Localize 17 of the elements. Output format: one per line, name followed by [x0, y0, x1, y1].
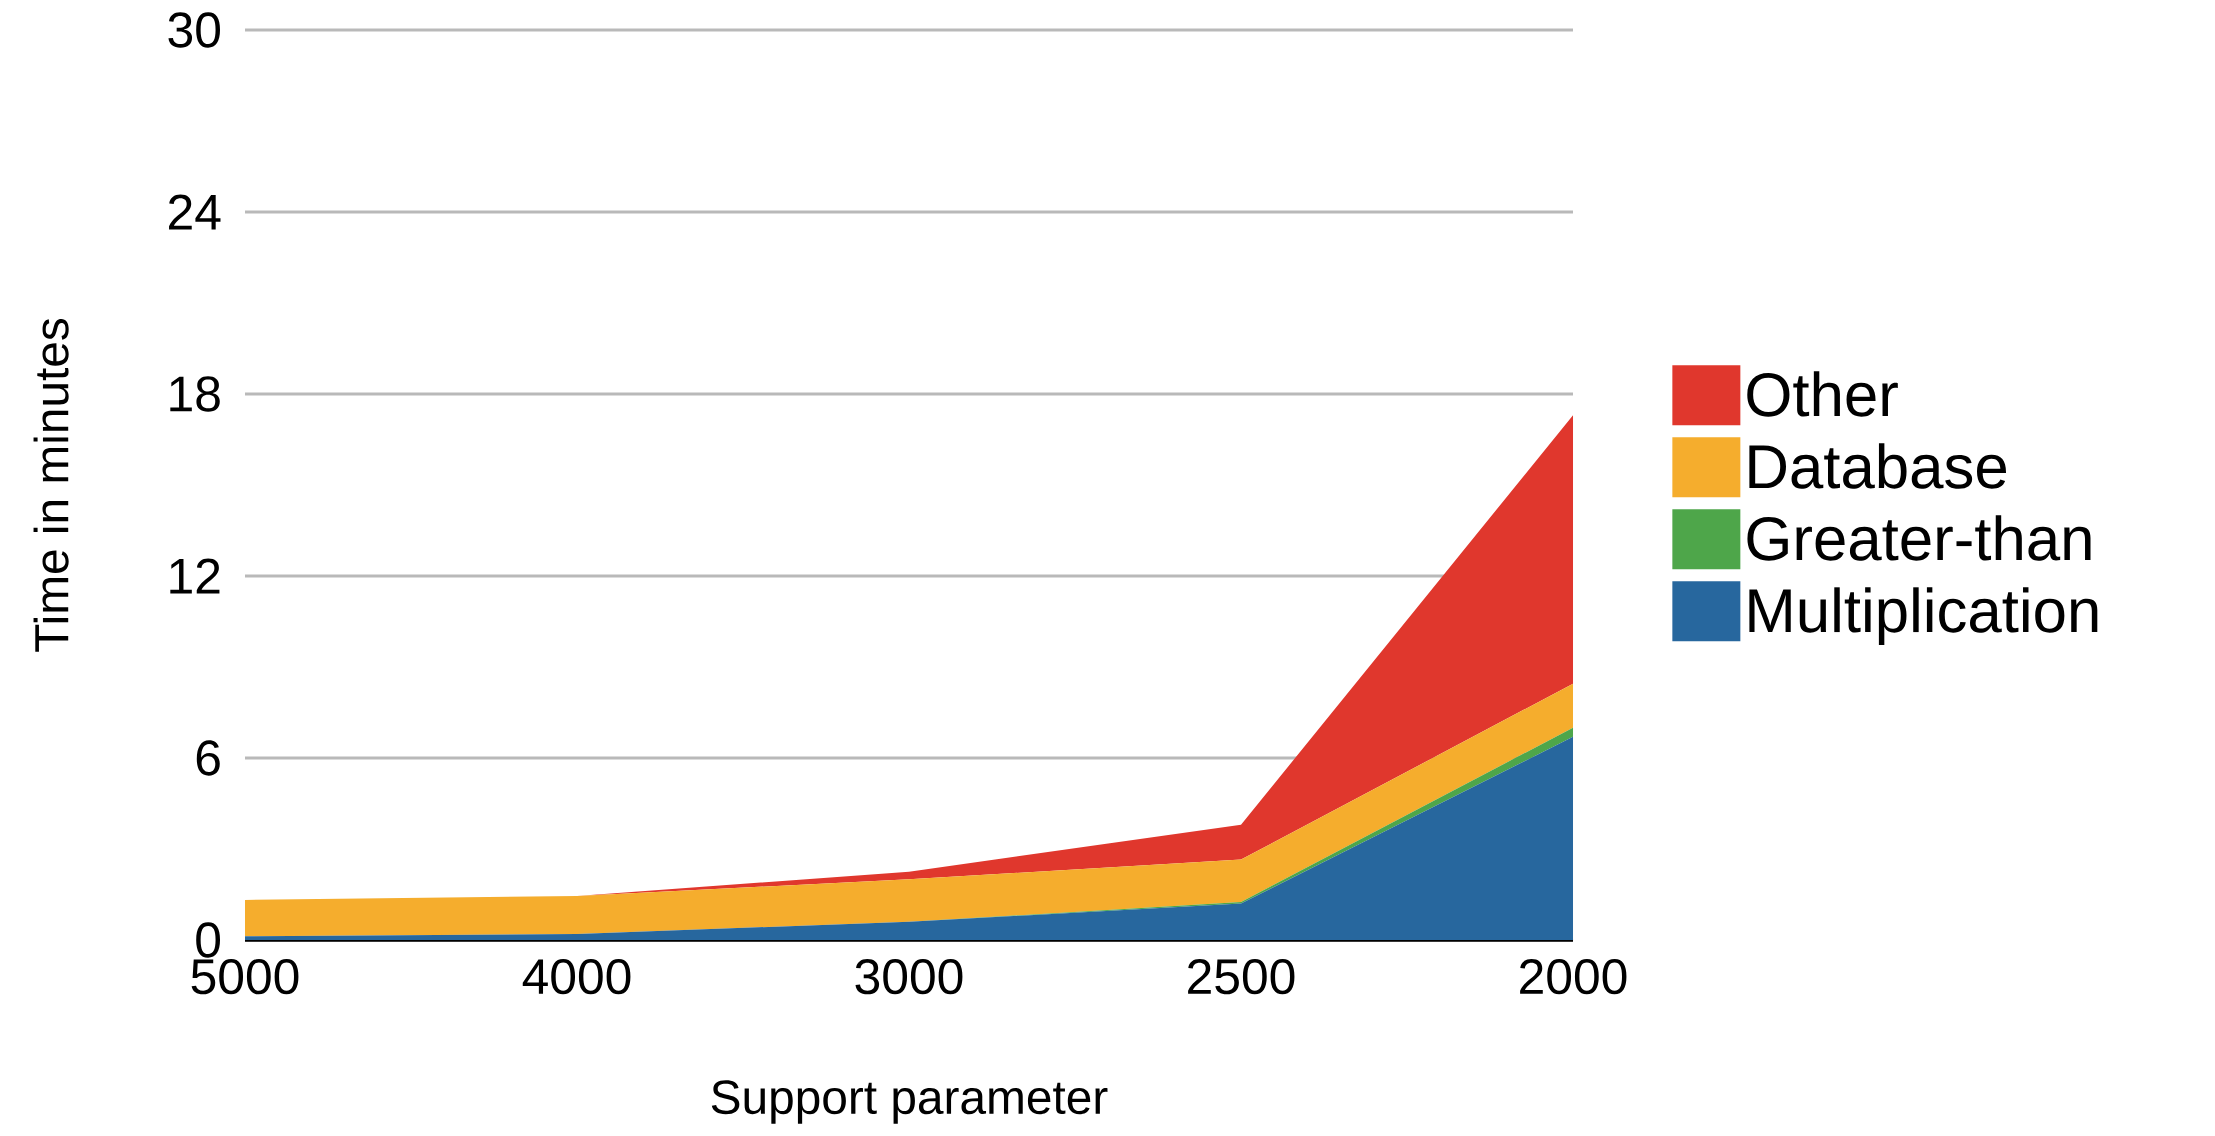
y-tick-label: 24 [169, 194, 221, 230]
y-axis-title: Time in minutes [33, 318, 69, 652]
x-tick-label: 5000 [191, 959, 299, 995]
x-tick-label: 3000 [855, 959, 963, 995]
legend-label: Database [1749, 443, 2006, 489]
y-tick-label: 12 [170, 558, 220, 594]
x-tick-label: 2500 [1188, 959, 1295, 995]
y-tick-label: 30 [168, 12, 220, 48]
y-tick-label: 6 [196, 740, 220, 776]
y-tick-label: 18 [170, 376, 220, 412]
legend-label: Multiplication [1749, 587, 2098, 645]
legend-label: Other [1747, 371, 1898, 417]
y-tick-label: 0 [196, 922, 220, 958]
legend-label: Greater-than [1747, 515, 2091, 561]
x-tick-label: 2000 [1520, 959, 1627, 995]
x-axis-title: Support parameter [711, 1080, 1108, 1124]
x-tick-label: 4000 [522, 959, 631, 995]
